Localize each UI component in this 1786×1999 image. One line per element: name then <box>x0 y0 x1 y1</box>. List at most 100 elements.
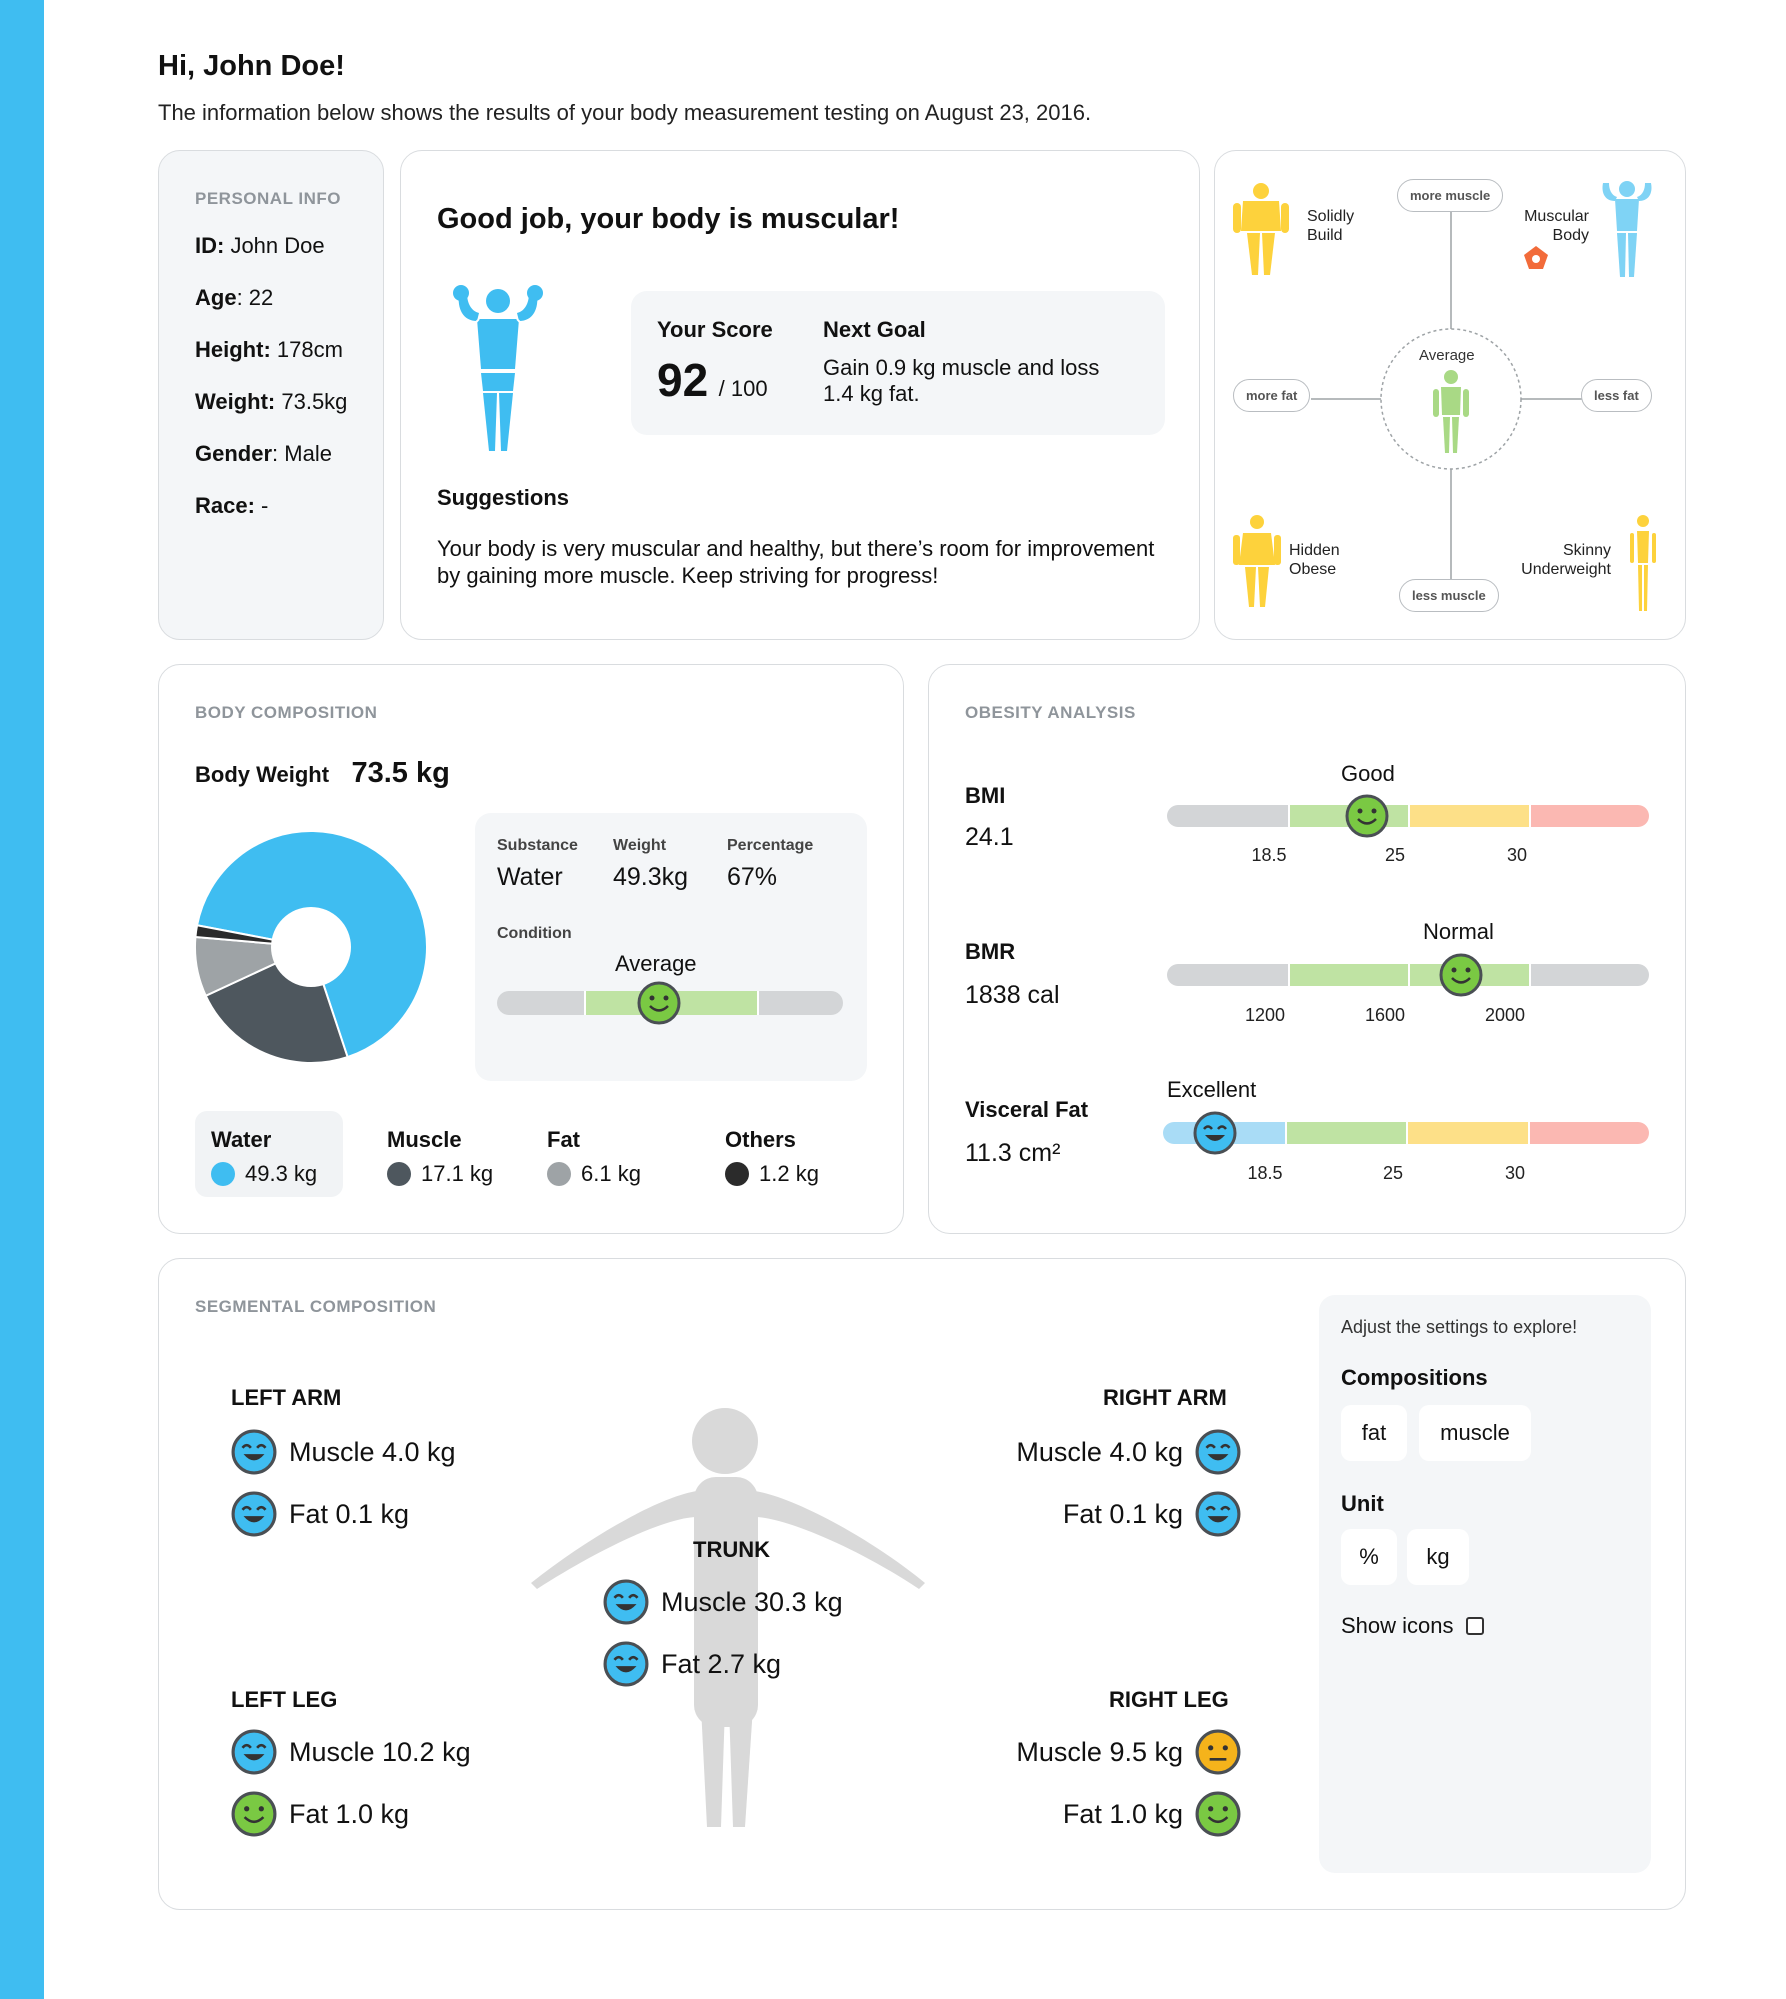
more-fat-pill: more fat <box>1233 379 1311 412</box>
legend-water[interactable]: Water 49.3 kg <box>211 1127 318 1186</box>
weight-label: Weight <box>613 837 667 854</box>
legend-fat[interactable]: Fat 6.1 kg <box>547 1127 641 1186</box>
personal-info-label: PERSONAL INFO <box>195 189 341 208</box>
left-leg-fat-smiley-icon <box>231 1791 277 1837</box>
obesity-analysis-label: OBESITY ANALYSIS <box>965 703 1136 722</box>
visceral-fat-value: 11.3 cm² <box>965 1139 1061 1167</box>
left-leg-muscle: Muscle 10.2 kg <box>231 1729 471 1775</box>
unit-percent-button[interactable]: % <box>1341 1529 1397 1585</box>
muscle-dot <box>387 1162 411 1186</box>
legend-others[interactable]: Others 1.2 kg <box>725 1127 819 1186</box>
right-arm-title: RIGHT ARM <box>1103 1385 1227 1410</box>
hidden-obese-label: Hidden Obese <box>1289 542 1340 578</box>
bmi-bar <box>1167 805 1649 827</box>
body-silhouette <box>531 1408 925 1827</box>
left-arm-muscle-smiley-icon <box>231 1429 277 1475</box>
bmr-tick-3: 2000 <box>1484 1005 1526 1025</box>
visceral-fat-label: Visceral Fat <box>965 1097 1089 1122</box>
pi-height: Height: 178cm <box>195 337 343 362</box>
goal-label: Next Goal <box>823 317 926 342</box>
right-leg-title: RIGHT LEG <box>1109 1687 1229 1712</box>
left-arm-fat-smiley-icon <box>231 1491 277 1537</box>
more-muscle-pill: more muscle <box>1397 179 1504 212</box>
weight-value: 49.3kg <box>613 863 689 891</box>
suggestions-label: Suggestions <box>437 485 570 510</box>
condition-smiley-icon <box>637 981 681 1025</box>
skinny-underweight-figure-icon <box>1630 515 1656 611</box>
unit-kg-button[interactable]: kg <box>1407 1529 1469 1585</box>
show-icons-row[interactable]: Show icons <box>1341 1613 1484 1639</box>
bmi-status: Good <box>1341 761 1395 786</box>
pie-center-hole <box>271 907 351 987</box>
compositions-label: Compositions <box>1341 1365 1488 1390</box>
show-icons-checkbox[interactable] <box>1465 1617 1484 1635</box>
visceral-fat-tick-2: 25 <box>1382 1163 1404 1183</box>
solidly-build-label: Solidly Build <box>1307 208 1355 244</box>
score-goal-panel: Your Score 92 / 100 Next Goal Gain 0.9 k… <box>631 291 1165 435</box>
show-icons-label: Show icons <box>1341 1613 1454 1638</box>
intro-text: The information below shows the results … <box>158 100 1092 125</box>
left-arm-fat: Fat 0.1 kg <box>231 1491 409 1537</box>
visceral-fat-tick-3: 30 <box>1504 1163 1526 1183</box>
condition-bar <box>497 991 843 1015</box>
bmi-tick-3: 30 <box>1506 845 1528 865</box>
less-fat-pill: less fat <box>1581 379 1652 412</box>
settings-panel: Adjust the settings to explore! Composit… <box>1319 1295 1651 1873</box>
right-arm-fat: Fat 0.1 kg <box>1063 1491 1241 1537</box>
trunk-fat-smiley-icon <box>603 1641 649 1687</box>
score-number: 92 <box>657 354 709 406</box>
composition-muscle-button[interactable]: muscle <box>1419 1405 1531 1461</box>
body-composition-card: BODY COMPOSITION Body Weight 73.5 kg Sub… <box>158 664 904 1234</box>
left-arm-muscle: Muscle 4.0 kg <box>231 1429 456 1475</box>
side-accent-bar <box>0 0 44 1999</box>
right-arm-muscle: Muscle 4.0 kg <box>1016 1429 1241 1475</box>
hidden-obese-figure-icon <box>1233 515 1281 607</box>
current-position-marker-icon <box>1524 246 1548 269</box>
right-leg-fat: Fat 1.0 kg <box>1063 1791 1241 1837</box>
trunk-muscle-smiley-icon <box>603 1579 649 1625</box>
bmr-tick-2: 1600 <box>1364 1005 1406 1025</box>
pi-weight: Weight: 73.5kg <box>195 389 348 414</box>
summary-card: Good job, your body is muscular! Your Sc… <box>400 150 1200 640</box>
bmr-status: Normal <box>1423 919 1494 944</box>
score-label: Your Score <box>657 317 773 342</box>
composition-fat-button[interactable]: fat <box>1341 1405 1407 1461</box>
muscular-body-figure-icon <box>1602 181 1652 277</box>
left-leg-muscle-smiley-icon <box>231 1729 277 1775</box>
visceral-fat-tick-1: 18.5 <box>1247 1163 1283 1183</box>
body-weight-label: Body Weight <box>195 762 330 787</box>
obesity-analysis-card: OBESITY ANALYSIS BMI 24.1 Good 18.5 25 3… <box>928 664 1686 1234</box>
others-dot <box>725 1162 749 1186</box>
muscular-figure-icon <box>453 285 543 451</box>
bmi-tick-1: 18.5 <box>1251 845 1287 865</box>
percentage-value: 67% <box>727 863 778 891</box>
segmental-composition-label: SEGMENTAL COMPOSITION <box>195 1297 437 1316</box>
unit-label: Unit <box>1341 1491 1384 1516</box>
right-leg-muscle-smiley-icon <box>1195 1729 1241 1775</box>
less-muscle-pill: less muscle <box>1399 579 1499 612</box>
left-leg-fat: Fat 1.0 kg <box>231 1791 409 1837</box>
goal-text: Gain 0.9 kg muscle and loss 1.4 kg fat. <box>823 355 1100 406</box>
visceral-fat-bar <box>1163 1122 1649 1144</box>
trunk-muscle: Muscle 30.3 kg <box>603 1579 843 1625</box>
bmi-tick-2: 25 <box>1384 845 1406 865</box>
composition-detail-panel: Substance Water Weight 49.3kg Percentage… <box>475 813 867 1081</box>
body-composition-label: BODY COMPOSITION <box>195 703 378 722</box>
suggestions-text: Your body is very muscular and healthy, … <box>437 536 1155 588</box>
legend-muscle[interactable]: Muscle 17.1 kg <box>387 1127 494 1186</box>
substance-label: Substance <box>497 837 578 854</box>
percentage-label: Percentage <box>727 837 814 854</box>
muscular-body-label: Muscular Body <box>1524 208 1589 244</box>
body-weight-row: Body Weight 73.5 kg <box>195 757 450 790</box>
pi-race: Race: - <box>195 493 269 518</box>
bmr-smiley-icon <box>1439 953 1483 997</box>
trunk-fat: Fat 2.7 kg <box>603 1641 781 1687</box>
visceral-fat-smiley-icon <box>1193 1111 1237 1155</box>
left-leg-title: LEFT LEG <box>231 1687 338 1712</box>
skinny-underweight-label: Skinny Underweight <box>1521 542 1611 578</box>
bmi-value: 24.1 <box>965 823 1014 851</box>
fat-dot <box>547 1162 571 1186</box>
right-arm-muscle-smiley-icon <box>1195 1429 1241 1475</box>
bmi-label: BMI <box>965 783 1006 808</box>
score-max: / 100 <box>718 376 768 401</box>
